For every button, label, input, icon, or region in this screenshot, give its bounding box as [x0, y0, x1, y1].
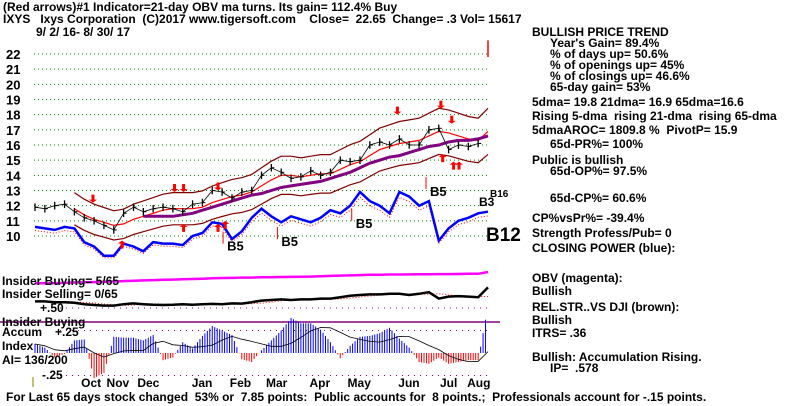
red-arrow-up-icon: [179, 223, 188, 232]
openings-up: % of openings up= 45%: [550, 58, 685, 72]
rel-str-label: REL.STR..VS DJI (brown):: [532, 300, 680, 314]
b5-signal-label: B5: [281, 234, 298, 249]
years-gain: Year's Gain= 89.4%: [550, 36, 660, 50]
rel-str-status: Bullish: [532, 313, 573, 327]
month-label-jun: Jun: [398, 376, 419, 390]
insider-selling-label: Insider Selling= 0/65: [2, 287, 118, 301]
accumulation-status: Bullish: Accumulation Rising.: [532, 350, 702, 364]
accum-plus50-label: +.50: [40, 301, 64, 315]
b5-signal-label: B5: [430, 184, 447, 199]
y-tick-label: 11: [6, 214, 20, 229]
y-tick-label: 10: [6, 229, 20, 244]
month-label-oct: Oct: [81, 376, 101, 390]
gain-65: 65-day gain= 53%: [550, 80, 651, 94]
dma-values: 5dma= 19.8 21dma= 16.9 65dma=16.6: [532, 95, 744, 109]
cp-vs-pr: CP%vsPr%= -39.4%: [532, 211, 645, 225]
y-tick-label: 17: [6, 123, 20, 138]
red-arrow-down-icon: [436, 100, 445, 109]
insider-buying-label-2: Insider Buying: [2, 315, 86, 329]
red-arrow-up-icon: [455, 161, 464, 170]
closing-power-line: [34, 190, 489, 257]
y-tick-label: 19: [6, 93, 20, 108]
red-arrow-down-icon: [88, 194, 97, 203]
stock-header: IXYS Ixys Corporation (C)2017 www.tigers…: [3, 12, 522, 26]
index-label: Index: [2, 339, 34, 353]
red-arrow-up-icon: [117, 240, 126, 249]
accum-ma-line: [34, 327, 489, 363]
obv-status: Bullish: [532, 284, 573, 298]
obv-line: [35, 270, 489, 285]
y-tick-label: 14: [6, 168, 21, 183]
ip-value: IP= .578: [550, 361, 599, 375]
aroc: 5dmaAROC= 1809.8 % PivotP= 15.9: [532, 123, 738, 137]
y-tick-label: 20: [6, 77, 20, 92]
closing-power-label: CLOSING POWER (blue):: [532, 241, 676, 255]
rel-strength-line: [35, 286, 489, 307]
closings-up: % of closings up= 46.6%: [550, 69, 690, 83]
date-range: 9/ 2/ 16- 8/ 30/ 17: [36, 25, 131, 39]
cp-65: 65d-CP%= 60.6%: [550, 191, 647, 205]
red-arrow-down-icon: [393, 106, 402, 115]
y-tick-label: 15: [6, 153, 20, 168]
red-arrow-down-icon: [447, 115, 456, 124]
b12-signal: B12: [486, 225, 521, 246]
month-label-aug: Aug: [467, 376, 490, 390]
month-label-dec: Dec: [137, 376, 159, 390]
month-label-apr: Apr: [309, 376, 330, 390]
insider-buying-label: Insider Buying= 5/65: [2, 274, 120, 288]
red-arrow-up-icon: [449, 161, 458, 170]
red-arrow-down-icon: [179, 184, 188, 193]
op-65: 65d-OP%= 97.5%: [550, 164, 648, 178]
b16-signal: B16: [490, 189, 509, 200]
b5-signal-label: B5: [227, 239, 244, 254]
ai-label: AI= 136/200: [2, 353, 68, 367]
price-line: [34, 127, 479, 231]
month-label-jan: Jan: [192, 376, 213, 390]
accum-minus25-label: -.25: [42, 368, 63, 382]
lower-band: [74, 153, 489, 241]
y-tick-label: 21: [6, 62, 20, 77]
strength-prof-pub: Strength Profess/Pub= 0: [532, 226, 672, 240]
ma65-line: [143, 134, 489, 218]
month-label-mar: Mar: [266, 376, 288, 390]
red-arrow-down-icon: [170, 184, 179, 193]
footer-summary: For Last 65 days stock changed 53% or 7.…: [6, 390, 707, 404]
obv-label: OBV (magenta):: [532, 271, 623, 285]
month-label-jul: Jul: [440, 376, 457, 390]
public-status: Public is bullish: [532, 153, 624, 167]
b5-signal-label: B5: [356, 216, 373, 231]
y-tick-label: 22: [6, 47, 20, 62]
itrs: ITRS= .36: [532, 326, 587, 340]
y-tick-label: 18: [6, 108, 20, 123]
red-arrow-up-icon: [214, 223, 223, 232]
pr-65: 65d-PR%= 100%: [550, 137, 644, 151]
b3-signal: B3: [479, 195, 495, 209]
red-arrow-up-icon: [438, 154, 447, 163]
rising-dma: Rising 5-dma rising 21-dma rising 65-dma: [532, 109, 777, 123]
accum-label: Accum: [2, 325, 43, 339]
month-label-may: May: [348, 376, 372, 390]
month-label-nov: Nov: [107, 376, 130, 390]
red-arrow-up-icon: [221, 220, 230, 229]
upper-band: [74, 107, 489, 212]
month-label-feb: Feb: [230, 376, 251, 390]
red-arrow-down-icon: [214, 182, 223, 191]
y-tick-label: 12: [6, 199, 20, 214]
days-up: % of days up= 50.6%: [550, 47, 669, 61]
y-tick-label: 13: [6, 184, 20, 199]
indicator-title: (Red arrows)#1 Indicator=21-day OBV ma t…: [3, 0, 398, 14]
accum-plus25-label: +.25: [55, 325, 79, 339]
trend-label: BULLISH PRICE TREND: [532, 25, 669, 39]
y-tick-label: 16: [6, 138, 20, 153]
